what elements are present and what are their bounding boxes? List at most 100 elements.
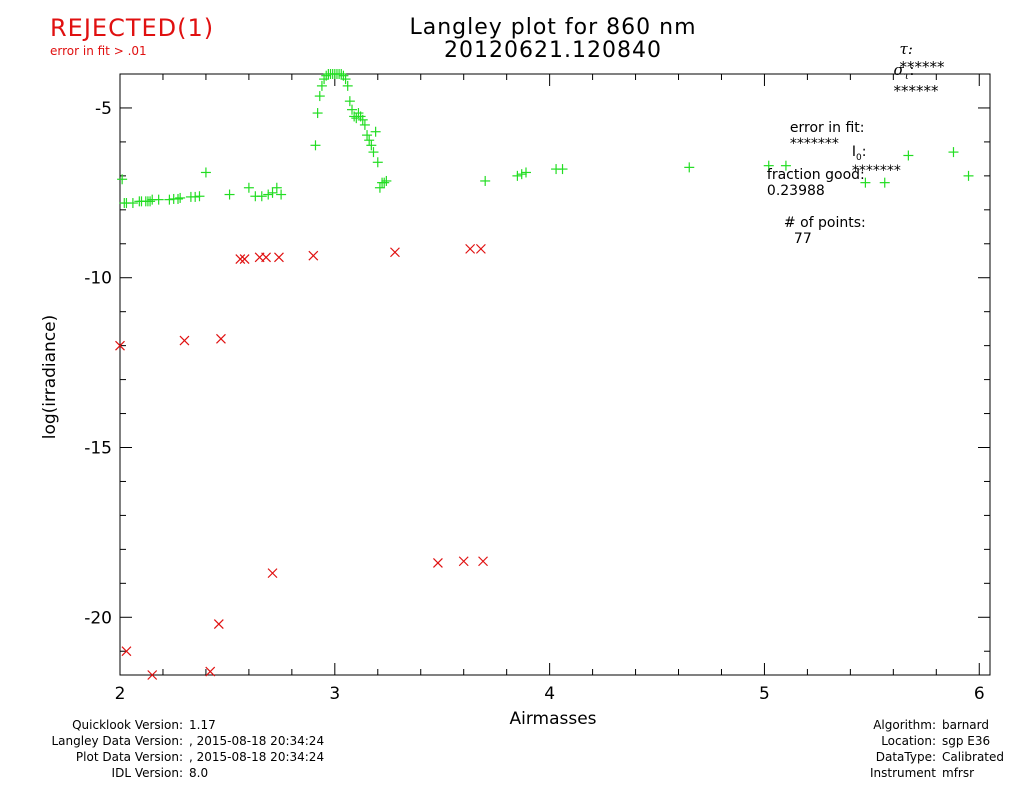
rejected-point [115,340,125,351]
stat-i0-subscript: 0 [856,152,862,163]
good-point [271,182,282,193]
good-point [374,182,385,193]
stat-points-label: # of points: [783,215,866,231]
stat-i0-label: I [851,144,857,160]
good-point [362,130,373,141]
footer-right-label: DataType: [875,750,936,764]
good-point [357,114,368,125]
rejected-point [261,252,271,263]
good-point [480,175,491,186]
good-point [256,191,267,202]
sigma-readout: σ τ: ****** [884,43,939,100]
footer-right-value: Calibrated [942,750,1005,764]
good-point [312,108,323,119]
good-point [267,187,278,198]
good-point [224,189,235,200]
footer-right-value: barnard [942,718,989,732]
x-tick-label: 4 [544,684,555,704]
y-tick-label: -10 [84,269,112,289]
y-tick-label: -15 [84,439,112,459]
plot-frame [119,73,991,676]
footer-left-value: 1.17 [189,718,216,732]
good-point [780,160,791,171]
tau-readout: τ: ****** [890,22,945,76]
sigma-label: σ [893,61,904,79]
good-point [381,175,392,186]
good-point [340,74,351,85]
good-point [516,169,527,180]
good-point [344,96,355,107]
status-reason: error in fit > .01 [50,44,147,58]
rejected-point [274,252,284,263]
x-tick-label: 3 [329,684,340,704]
x-axis-label: Airmasses [509,709,596,729]
tau-value: ****** [899,58,945,76]
footer-right-value: sgp E36 [942,734,991,748]
stat-fraction-label: fraction good: [766,167,865,183]
stat-fraction-value: 0.23988 [766,183,825,199]
good-point [512,170,523,181]
data-marks [115,69,974,680]
good-point [127,198,138,209]
x-tick-label: 5 [759,684,770,704]
footer-left-label: Quicklook Version: [72,718,183,732]
footer-left-label: Plot Data Version: [75,750,183,764]
good-point [763,160,774,171]
footer-left-value: 8.0 [189,766,209,780]
good-point [117,174,128,185]
rejected-point [147,670,158,680]
chart-title: Langley plot for 860 nm [409,15,697,40]
good-point [366,140,377,151]
y-axis-label: log(irradiance) [40,315,60,440]
good-point [200,167,211,178]
stat-i0: I0: ******* [843,128,901,179]
stat-i0-value: ******* [851,162,901,179]
good-point [963,170,974,181]
good-point [860,177,871,188]
good-point [379,177,390,188]
rejected-point [121,646,132,657]
good-point [243,182,254,193]
good-point [557,164,568,175]
stat-error: error in fit: ******* [781,104,865,152]
footer-left-value: , 2015-08-18 20:34:24 [189,750,325,764]
stat-i0-colon: : [861,144,867,160]
footer-right-label: Location: [881,734,936,748]
good-point [164,194,175,205]
footer-left-label: IDL Version: [111,766,183,780]
rejected-point [179,335,190,346]
good-point [879,177,890,188]
axis-ticks: 2 3 4 5 6 -5 -10 -15 -20 [84,73,990,704]
stat-fraction: fraction good: 0.23988 [758,151,865,199]
rejected-point [213,619,224,629]
rejected-point [308,250,319,261]
x-tick-label: 2 [115,684,126,704]
good-point [190,191,201,202]
good-point [342,80,353,91]
good-point [316,80,327,91]
tau-label: τ: [899,40,913,58]
sigma-subscript: τ [903,71,910,82]
rejected-point [458,556,469,567]
footer-left-label: Langley Data Version: [51,734,183,748]
good-point [370,126,381,137]
good-point [194,191,205,202]
stat-error-label: error in fit: [789,120,865,136]
good-point [175,192,186,203]
sigma-value: ****** [893,82,939,100]
good-point [336,69,347,79]
rejected-point [239,254,250,264]
rejected-point [390,247,400,258]
good-point [684,162,695,173]
good-point [347,104,357,115]
good-point [903,150,914,161]
rejected-point [465,243,476,254]
rejected-point [205,666,216,677]
good-point [368,147,379,158]
good-point [153,194,164,205]
plot-border [119,73,991,676]
rejected-point [475,243,486,254]
stat-error-value: ******* [789,136,839,152]
good-point [310,140,321,151]
